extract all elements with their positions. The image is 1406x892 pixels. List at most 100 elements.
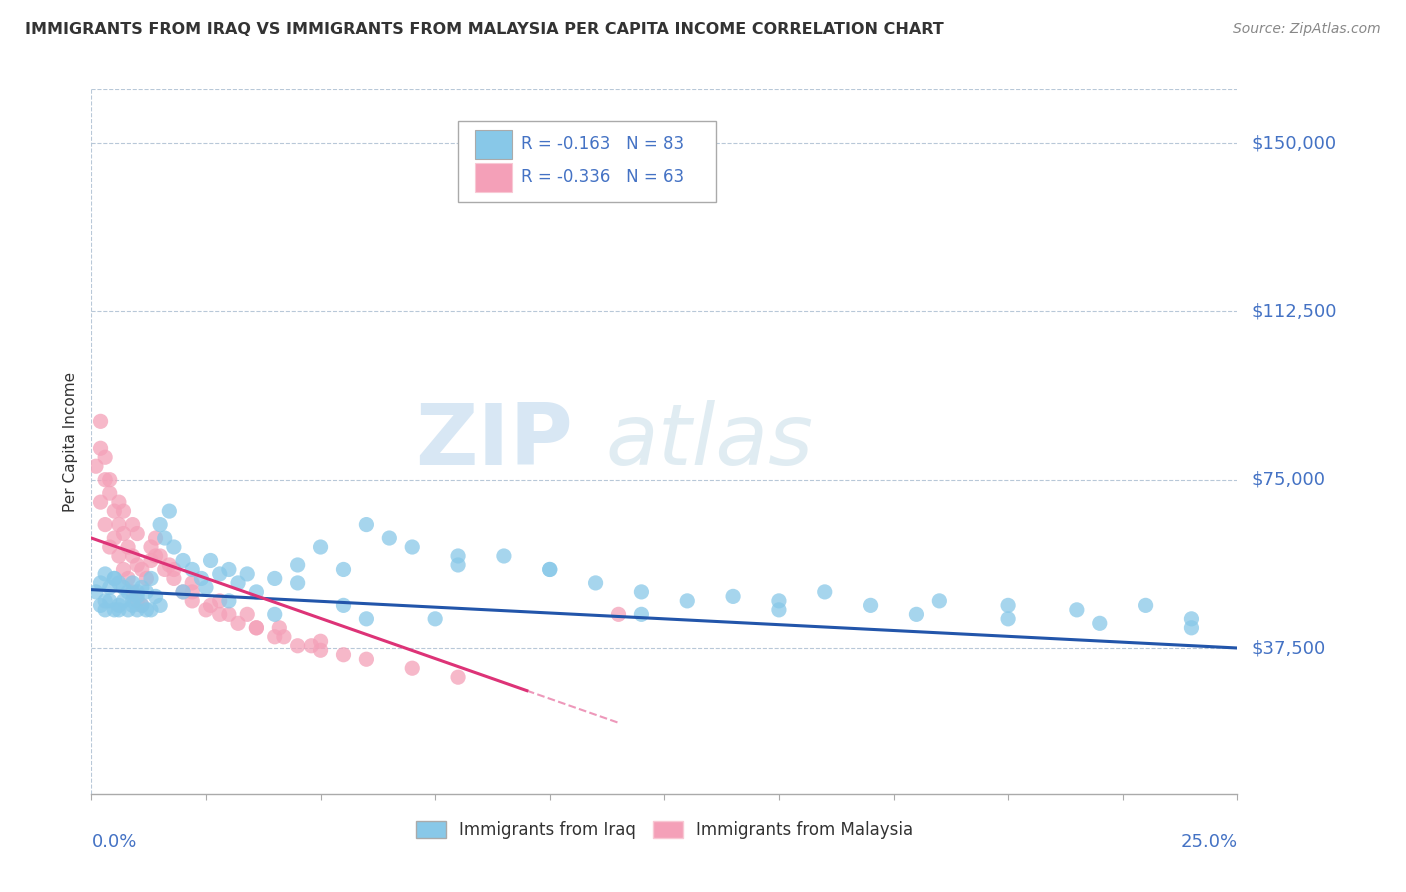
Point bbox=[356, 652, 378, 666]
Point bbox=[149, 549, 172, 563]
Point bbox=[814, 585, 837, 599]
Point bbox=[172, 553, 194, 567]
Text: atlas: atlas bbox=[606, 400, 813, 483]
Point bbox=[447, 670, 470, 684]
Point bbox=[157, 558, 180, 572]
Point bbox=[139, 571, 162, 585]
Point bbox=[181, 585, 204, 599]
Text: 0.0%: 0.0% bbox=[91, 832, 136, 851]
Point bbox=[90, 576, 112, 591]
Point bbox=[768, 594, 790, 608]
Point bbox=[98, 540, 121, 554]
Point bbox=[585, 576, 607, 591]
Point bbox=[135, 603, 157, 617]
Point bbox=[1066, 603, 1088, 617]
Point bbox=[447, 549, 470, 563]
Text: $75,000: $75,000 bbox=[1251, 471, 1326, 489]
Legend: Immigrants from Iraq, Immigrants from Malaysia: Immigrants from Iraq, Immigrants from Ma… bbox=[409, 814, 920, 846]
Text: $150,000: $150,000 bbox=[1251, 134, 1336, 152]
Point bbox=[269, 621, 291, 635]
Point bbox=[108, 603, 131, 617]
Point bbox=[226, 616, 249, 631]
Point bbox=[103, 504, 125, 518]
Point bbox=[236, 607, 259, 622]
Point bbox=[127, 585, 149, 599]
Point bbox=[145, 590, 167, 604]
Point bbox=[103, 571, 125, 585]
Point bbox=[332, 599, 354, 613]
Text: Source: ZipAtlas.com: Source: ZipAtlas.com bbox=[1233, 22, 1381, 37]
Point bbox=[131, 581, 153, 595]
Point bbox=[121, 599, 143, 613]
Point bbox=[108, 576, 131, 591]
Point bbox=[287, 576, 309, 591]
Point bbox=[928, 594, 950, 608]
Point bbox=[127, 594, 149, 608]
FancyBboxPatch shape bbox=[475, 129, 512, 159]
Point bbox=[163, 562, 186, 576]
Text: IMMIGRANTS FROM IRAQ VS IMMIGRANTS FROM MALAYSIA PER CAPITA INCOME CORRELATION C: IMMIGRANTS FROM IRAQ VS IMMIGRANTS FROM … bbox=[25, 22, 943, 37]
Point bbox=[139, 553, 162, 567]
Point bbox=[1088, 616, 1111, 631]
Point bbox=[117, 585, 139, 599]
Point bbox=[287, 558, 309, 572]
Text: $37,500: $37,500 bbox=[1251, 639, 1326, 657]
Point bbox=[117, 540, 139, 554]
Point bbox=[135, 585, 157, 599]
Point bbox=[245, 621, 267, 635]
Point bbox=[218, 562, 240, 576]
Point bbox=[190, 571, 212, 585]
Point bbox=[218, 607, 240, 622]
Point bbox=[117, 571, 139, 585]
Point bbox=[127, 590, 149, 604]
Point bbox=[139, 540, 162, 554]
Point bbox=[131, 562, 153, 576]
Point bbox=[112, 581, 135, 595]
Point bbox=[112, 562, 135, 576]
Point bbox=[139, 603, 162, 617]
Point bbox=[309, 540, 332, 554]
Y-axis label: Per Capita Income: Per Capita Income bbox=[63, 371, 79, 512]
Point bbox=[103, 571, 125, 585]
Point bbox=[98, 581, 121, 595]
Point bbox=[905, 607, 928, 622]
FancyBboxPatch shape bbox=[458, 121, 716, 202]
Point bbox=[153, 531, 176, 545]
Point bbox=[117, 603, 139, 617]
Point bbox=[332, 562, 354, 576]
Point bbox=[127, 526, 149, 541]
Text: $112,500: $112,500 bbox=[1251, 302, 1337, 320]
Point bbox=[1180, 612, 1202, 626]
Point bbox=[90, 599, 112, 613]
Point bbox=[145, 549, 167, 563]
Point bbox=[163, 571, 186, 585]
Point bbox=[172, 585, 194, 599]
Point bbox=[181, 562, 204, 576]
Point bbox=[112, 594, 135, 608]
Point bbox=[131, 599, 153, 613]
Point bbox=[157, 504, 180, 518]
Point bbox=[90, 495, 112, 509]
Point bbox=[208, 594, 231, 608]
Point bbox=[90, 442, 112, 456]
Point bbox=[208, 607, 231, 622]
Point bbox=[208, 566, 231, 581]
Point bbox=[103, 531, 125, 545]
Point bbox=[997, 599, 1019, 613]
Point bbox=[103, 603, 125, 617]
Point bbox=[538, 562, 561, 576]
Point bbox=[538, 562, 561, 576]
Point bbox=[236, 566, 259, 581]
Point bbox=[135, 571, 157, 585]
Point bbox=[108, 549, 131, 563]
Point bbox=[200, 553, 222, 567]
Point bbox=[356, 612, 378, 626]
Point bbox=[200, 599, 222, 613]
Point bbox=[218, 594, 240, 608]
Point bbox=[607, 607, 630, 622]
Point bbox=[245, 621, 267, 635]
Point bbox=[121, 576, 143, 591]
Text: ZIP: ZIP bbox=[415, 400, 572, 483]
Point bbox=[194, 581, 217, 595]
Text: R = -0.336   N = 63: R = -0.336 N = 63 bbox=[522, 168, 685, 186]
